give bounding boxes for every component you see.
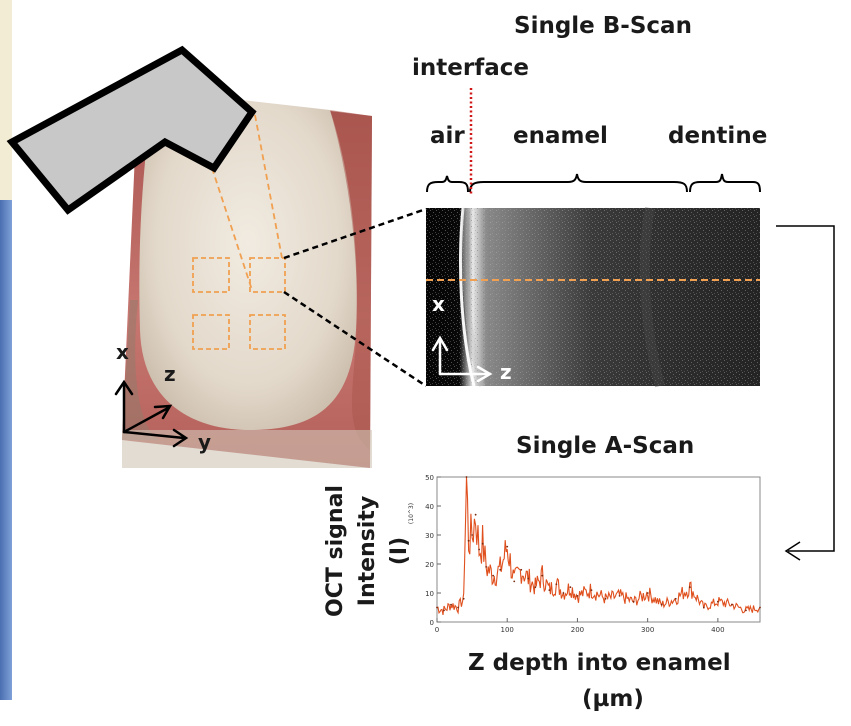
ascan-point [499, 568, 502, 571]
ascan-xtick-label: 0 [435, 626, 439, 634]
ascan-ytick-label: 0 [430, 619, 434, 627]
ascan-ylabel-line2: Intensity [355, 495, 380, 607]
ascan-xtick-label: 400 [711, 626, 724, 634]
ascan-point [481, 542, 484, 545]
ascan-point [759, 606, 761, 609]
tooth-axes-icon [114, 379, 189, 448]
ascan-point [541, 574, 544, 577]
ascan-point [492, 574, 495, 577]
ascan-ylabel: OCT signal Intensity (I) [268, 478, 412, 638]
tooth-axis-x-label: x [116, 340, 129, 364]
bscan-title: Single B-Scan [514, 13, 692, 39]
scan-box-top-left [192, 257, 230, 293]
ascan-point [745, 609, 747, 612]
ascan-point [467, 539, 470, 542]
ascan-point [646, 592, 649, 594]
ascan-ytick-label: 10 [425, 590, 434, 598]
ascan-point [562, 592, 565, 594]
ascan-ylabel-line3: (I) [387, 536, 412, 566]
interface-label: interface [412, 55, 529, 81]
ascan-point [534, 586, 537, 589]
ascan-point [674, 597, 677, 600]
region-label-air: air [430, 123, 465, 149]
ascan-ytick-label: 30 [425, 532, 434, 540]
zoom-lines [283, 207, 427, 388]
ascan-point [443, 609, 445, 612]
ascan-point [548, 589, 551, 591]
tooth-axis-y-label: y [198, 430, 212, 454]
ascan-title: Single A-Scan [516, 433, 695, 459]
ascan-xtick-label: 100 [501, 626, 514, 634]
scan-region-boxes [192, 257, 286, 350]
ascan-point [520, 568, 523, 571]
bscan-axis-x-label: x [432, 292, 445, 316]
ascan-unit-note: (10^3) [408, 502, 416, 525]
ascan-point [450, 603, 452, 606]
region-label-enamel: enamel [513, 123, 608, 149]
scan-box-bottom-right [249, 314, 286, 350]
ascan-point [604, 597, 607, 600]
ascan-point [555, 583, 558, 586]
ascan-point [716, 600, 719, 603]
ascan-point [660, 603, 663, 606]
bscan-image [426, 207, 760, 388]
ascan-ytick-label: 20 [425, 561, 434, 569]
probe-beam-lines [211, 114, 283, 291]
tooth-photo [122, 88, 372, 468]
ascan-point [688, 586, 691, 589]
left-edge-strip-top [0, 0, 12, 200]
ascan-xtick-label: 200 [571, 626, 584, 634]
tooth-axis-z-label: z [164, 362, 176, 386]
ascan-plot-area: 0 10 20 30 40 50 0 100 200 300 400 [425, 474, 761, 634]
scan-box-bottom-left [192, 314, 230, 350]
bscan-to-ascan-arrow [776, 225, 835, 561]
ascan-xlabel-line2: (µm) [582, 686, 644, 712]
ascan-point [436, 606, 438, 609]
bscan-axis-z-label: z [500, 360, 512, 384]
scan-box-top-right [249, 257, 286, 293]
ascan-point [731, 603, 733, 606]
ascan-point [527, 577, 530, 580]
ascan-point [474, 513, 477, 516]
ascan-frame [436, 476, 761, 623]
ascan-xlabel-line1: Z depth into enamel [468, 650, 731, 676]
ascan-point [465, 476, 468, 478]
ascan-point [471, 534, 474, 536]
oct-probe-icon [6, 45, 257, 215]
ascan-point [457, 606, 459, 609]
ascan-point [632, 600, 635, 603]
region-braces [426, 173, 761, 193]
ascan-point [590, 589, 593, 591]
ascan-series-line [436, 476, 761, 616]
ascan-point [506, 545, 509, 548]
ascan-chart: 0 10 20 30 40 50 0 100 200 300 400 [425, 474, 761, 634]
ascan-point [702, 606, 705, 609]
ascan-point [576, 595, 579, 597]
ascan-point [478, 548, 481, 551]
ascan-point [513, 580, 516, 583]
ascan-ytick-label: 50 [425, 474, 434, 482]
region-label-dentine: dentine [668, 123, 768, 149]
bscan-axes-icon [431, 335, 493, 383]
ascan-ylabel-line1: OCT signal [323, 485, 348, 617]
ascan-xtick-label: 300 [641, 626, 654, 634]
ascan-point [569, 586, 572, 589]
ascan-point [618, 595, 621, 597]
ascan-point [462, 597, 465, 600]
ascan-point [485, 566, 488, 568]
ascan-ytick-label: 40 [425, 503, 434, 511]
